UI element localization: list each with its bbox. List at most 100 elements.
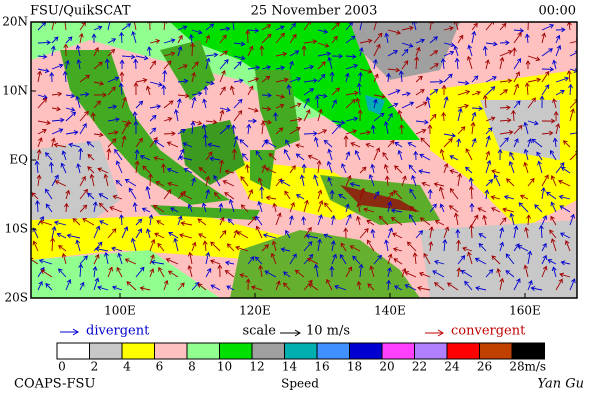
- wind-arrow: [58, 268, 67, 278]
- wind-arrow: [191, 120, 203, 126]
- wind-arrow: [429, 63, 439, 70]
- wind-arrow: [247, 107, 259, 113]
- wind-arrow: [98, 193, 109, 200]
- wind-arrow: [163, 51, 176, 57]
- colorbar: 0 2 4 6 8 10 12 14 16 18 20 22 24 26 28 m/s: [56, 342, 546, 374]
- wind-arrow: [239, 139, 249, 148]
- wind-arrow: [401, 25, 414, 31]
- lat-label: 10S: [5, 222, 29, 236]
- scale-value: 10 m/s: [306, 324, 350, 339]
- wind-arrow: [441, 111, 447, 122]
- wind-arrow: [163, 279, 169, 291]
- wind-arrow: [205, 23, 215, 31]
- wind-arrow: [440, 57, 446, 70]
- wind-arrow: [406, 241, 417, 252]
- land: [255, 70, 300, 150]
- colorbar-swatch: [56, 342, 90, 360]
- colorbar-label: 14: [282, 360, 298, 374]
- wind-arrow: [79, 204, 88, 213]
- wind-arrow: [107, 104, 118, 110]
- wind-arrow: [168, 231, 179, 239]
- wind-arrow: [149, 39, 161, 44]
- wind-arrow: [264, 140, 277, 148]
- wind-arrow: [93, 277, 100, 291]
- wind-arrow: [343, 135, 349, 148]
- wind-arrow: [36, 149, 42, 161]
- wind-arrow: [427, 188, 433, 200]
- wind-arrow: [536, 151, 543, 161]
- wind-arrow: [93, 47, 99, 57]
- wind-arrow: [317, 129, 328, 135]
- wind-arrow: [401, 60, 409, 70]
- wind-arrow: [484, 189, 490, 200]
- wind-arrow: [359, 130, 372, 136]
- wind-arrow: [299, 174, 305, 187]
- wind-arrow: [275, 94, 285, 99]
- wind-arrow: [119, 31, 125, 44]
- wind-arrow: [135, 218, 143, 226]
- wind-arrow: [289, 253, 297, 265]
- wind-arrow: [149, 81, 163, 87]
- wind-arrow: [197, 218, 207, 226]
- wind-arrow: [453, 212, 459, 226]
- wind-arrow: [205, 251, 211, 265]
- wind-arrow: [191, 71, 196, 83]
- wind-arrow: [421, 181, 431, 187]
- wind-arrow: [178, 155, 193, 161]
- wind-arrow: [58, 245, 67, 252]
- wind-arrow: [155, 181, 165, 187]
- wind-arrow: [457, 103, 469, 109]
- wind-arrow: [268, 152, 277, 161]
- wind-arrow: [303, 131, 318, 136]
- wind-arrow: [387, 112, 393, 122]
- wind-arrow: [301, 216, 307, 226]
- wind-arrow: [558, 179, 571, 187]
- wind-arrow: [313, 263, 319, 278]
- speed-field: [420, 220, 577, 298]
- colorbar-label: 26: [477, 360, 492, 374]
- wind-arrow: [455, 228, 461, 239]
- wind-arrow: [485, 76, 497, 83]
- wind-arrow: [261, 106, 272, 112]
- wind-arrow: [566, 69, 572, 83]
- wind-arrow: [121, 135, 127, 148]
- wind-arrow: [559, 205, 571, 213]
- wind-arrow: [107, 266, 113, 278]
- wind-arrow: [303, 88, 314, 96]
- wind-arrow: [62, 70, 68, 83]
- wind-arrow: [485, 86, 496, 96]
- wind-arrow: [226, 285, 235, 291]
- land: [150, 205, 260, 220]
- wind-arrow: [560, 166, 571, 174]
- wind-arrow: [165, 257, 179, 265]
- lon-label: 160E: [509, 304, 541, 318]
- wind-arrow: [387, 227, 393, 239]
- wind-arrow: [121, 122, 129, 135]
- wind-arrow: [191, 61, 199, 70]
- wind-arrow: [301, 163, 307, 174]
- wind-arrow: [259, 45, 265, 57]
- wind-arrow: [482, 45, 488, 57]
- wind-arrow: [303, 78, 318, 84]
- wind-arrow: [317, 42, 330, 48]
- wind-arrow: [490, 195, 501, 200]
- wind-arrow: [93, 61, 103, 70]
- wind-arrow: [75, 95, 81, 109]
- wind-arrow: [72, 217, 81, 226]
- wind-arrow: [75, 44, 81, 57]
- wind-arrow: [398, 70, 404, 83]
- wind-arrow: [247, 65, 261, 71]
- wind-arrow: [329, 189, 335, 200]
- wind-arrow: [411, 174, 417, 187]
- wind-arrow: [441, 84, 447, 96]
- wind-arrow: [51, 63, 64, 70]
- wind-arrow: [443, 133, 457, 138]
- wind-arrow: [303, 64, 315, 70]
- wind-arrow: [443, 226, 450, 239]
- wind-arrow: [107, 22, 113, 31]
- wind-arrow: [382, 152, 389, 161]
- wind-arrow: [383, 120, 389, 135]
- wind-arrow: [417, 285, 431, 291]
- speed-field: [170, 22, 420, 140]
- wind-arrow: [407, 142, 417, 148]
